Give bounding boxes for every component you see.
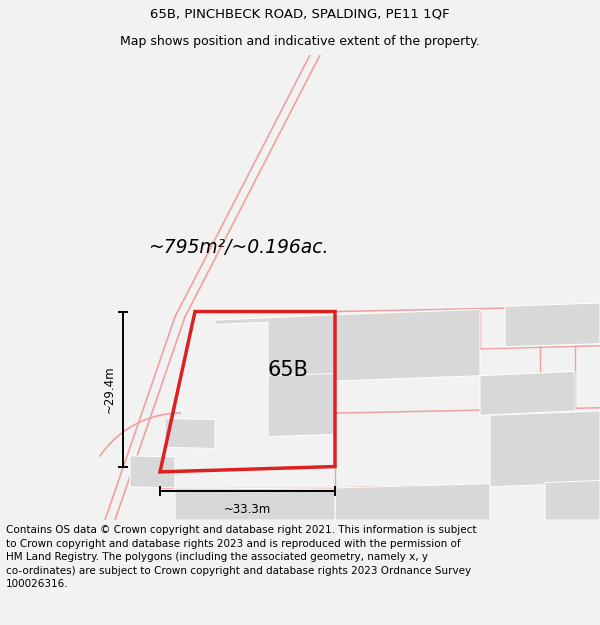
Polygon shape xyxy=(480,371,575,415)
Polygon shape xyxy=(175,488,335,520)
Text: ~795m²/~0.196ac.: ~795m²/~0.196ac. xyxy=(148,238,329,257)
Polygon shape xyxy=(505,303,600,347)
Polygon shape xyxy=(268,374,335,437)
Text: 65B, PINCHBECK ROAD, SPALDING, PE11 1QF: 65B, PINCHBECK ROAD, SPALDING, PE11 1QF xyxy=(150,8,450,20)
Polygon shape xyxy=(545,481,600,520)
Polygon shape xyxy=(165,419,215,448)
Polygon shape xyxy=(335,484,490,520)
Text: ~29.4m: ~29.4m xyxy=(103,365,115,413)
Polygon shape xyxy=(490,411,600,487)
Polygon shape xyxy=(130,456,175,488)
Text: Map shows position and indicative extent of the property.: Map shows position and indicative extent… xyxy=(120,35,480,48)
Text: Contains OS data © Crown copyright and database right 2021. This information is : Contains OS data © Crown copyright and d… xyxy=(6,525,476,589)
Text: 65B: 65B xyxy=(268,361,308,381)
Text: ~33.3m: ~33.3m xyxy=(224,503,271,516)
Polygon shape xyxy=(215,315,335,379)
Polygon shape xyxy=(335,309,480,381)
